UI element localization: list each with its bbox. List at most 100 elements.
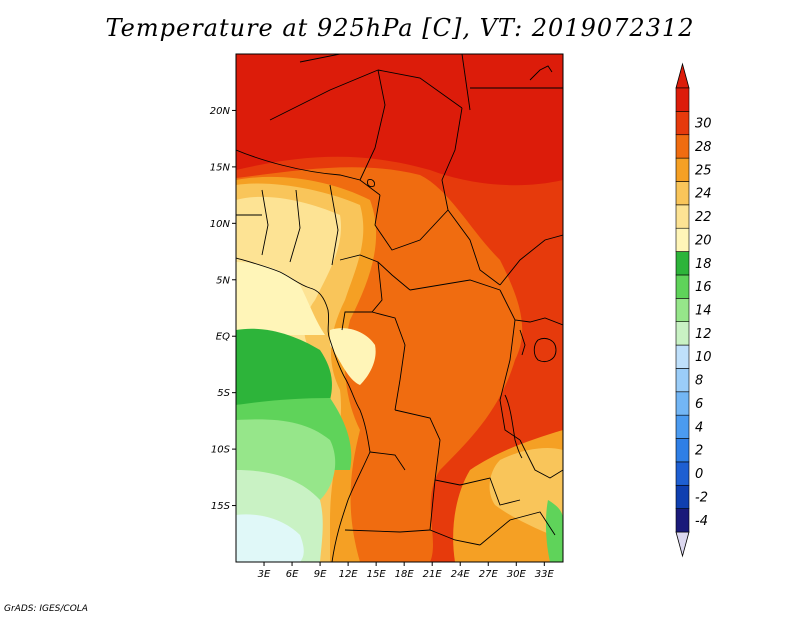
lat-tick-label: 20N	[210, 106, 231, 117]
field-east-hot	[518, 325, 563, 450]
border-sahel-4	[447, 209, 501, 286]
lon-tick-label: 18E	[395, 569, 415, 580]
lake-chad	[367, 179, 375, 188]
lake-tanganyika	[504, 394, 523, 459]
map-title: Temperature at 925hPa [C], VT: 201907231…	[105, 14, 695, 42]
colorbar-swatch	[675, 414, 690, 439]
colorbar-swatch	[675, 251, 690, 276]
field-lightest-yellow-coast	[330, 328, 376, 385]
colorbar-swatch	[675, 391, 690, 416]
field-lightest-yellow	[236, 262, 325, 335]
border-central-9	[519, 439, 563, 479]
field-cyan-pale	[236, 514, 304, 562]
lon-tick-label: 27E	[479, 569, 499, 580]
colorbar-level-label: -2	[695, 490, 708, 505]
border-west-2	[289, 189, 301, 263]
colorbar-level-label: 24	[695, 187, 712, 202]
colorbar-level-label: 20	[695, 233, 712, 248]
lat-tick-label: 10S	[211, 445, 231, 456]
lon-tick-label: 3E	[258, 569, 271, 580]
lon-tick-label: 12E	[339, 569, 359, 580]
border-north-5	[461, 54, 471, 111]
colorbar-swatch	[675, 368, 690, 393]
footer-credit: GrADS: IGES/COLA	[4, 604, 88, 614]
colorbar-swatch	[675, 111, 690, 136]
colorbar-level-label: 12	[695, 327, 712, 342]
lon-tick-label: 30E	[507, 569, 527, 580]
colorbar-level-label: 10	[695, 350, 712, 365]
colorbar-level-label: 16	[695, 280, 712, 295]
colorbar-swatch	[675, 438, 690, 463]
lon-tick-label: 33E	[535, 569, 555, 580]
colorbar-swatch	[675, 181, 690, 206]
border-central-2	[409, 279, 501, 291]
colorbar-swatch	[675, 87, 690, 112]
colorbar-level-label: 25	[695, 163, 712, 178]
colorbar-swatch	[675, 461, 690, 486]
border-central-7	[499, 289, 563, 326]
temperature-field	[236, 54, 563, 562]
border-south-3	[479, 511, 556, 546]
colorbar-level-label: 0	[695, 467, 703, 482]
lake-victoria	[533, 338, 557, 362]
map-frame	[235, 53, 564, 563]
colorbar-swatch	[675, 298, 690, 322]
border-west-3	[329, 184, 339, 266]
border-north-1	[299, 54, 341, 63]
lon-tick-label: 24E	[451, 569, 471, 580]
lat-tick-label: 15S	[211, 501, 231, 512]
border-north-2	[269, 69, 379, 121]
colorbar-level-label: 22	[695, 210, 712, 225]
lat-tick-label: 15N	[210, 162, 231, 173]
lat-tick-label: 10N	[210, 219, 231, 230]
colorbar-swatch	[675, 344, 690, 369]
lake-albert	[519, 329, 526, 356]
colorbar-swatch	[675, 274, 690, 299]
lon-tick-label: 21E	[423, 569, 443, 580]
colorbar-level-label: 30	[695, 117, 712, 132]
field-green-dark	[236, 328, 332, 405]
colorbar-swatch	[675, 134, 690, 159]
lat-tick-label: 5N	[216, 275, 230, 286]
border-sahel-2	[441, 107, 463, 211]
lon-ticks: 3E 6E 9E 12E 15E 18E 21E 24E 27E 30E 33E	[258, 562, 555, 580]
colorbar-swatch	[675, 157, 690, 182]
colorbar-level-label: -4	[695, 514, 708, 529]
red-sea-coast	[529, 65, 553, 81]
border-north-3	[359, 69, 386, 181]
colorbar-over-arrow	[675, 62, 690, 89]
field-green-se	[545, 500, 563, 562]
colorbar-swatch	[675, 227, 690, 252]
colorbar-level-label: 14	[695, 304, 712, 319]
border-sahel-1	[236, 149, 381, 196]
colorbar-level-label: 6	[695, 397, 703, 412]
colorbar-level-label: 28	[695, 140, 712, 155]
border-south-4	[429, 479, 436, 531]
lat-ticks: 20N 15N 10N 5N EQ 5S 10S 15S	[210, 106, 236, 512]
colorbar-swatch	[675, 508, 690, 533]
lon-tick-label: 9E	[314, 569, 327, 580]
colorbar-level-label: 4	[695, 420, 703, 435]
colorbar-swatch	[675, 484, 690, 509]
border-central-8	[499, 319, 521, 441]
border-central-5	[394, 409, 461, 486]
colorbar-under-arrow	[675, 531, 690, 558]
coastline-west	[236, 257, 371, 562]
border-west-1	[261, 189, 269, 256]
lon-tick-label: 6E	[286, 569, 299, 580]
border-sahel-5	[499, 234, 563, 286]
border-central-4	[371, 311, 406, 411]
lon-tick-label: 15E	[367, 569, 387, 580]
border-sahel-3	[374, 194, 449, 251]
colorbar-level-label: 2	[695, 444, 703, 459]
colorbar-level-label: 18	[695, 257, 712, 272]
field-yellow-orange-se	[489, 448, 563, 540]
country-borders	[236, 54, 563, 562]
border-north-4	[377, 69, 463, 109]
colorbar-level-label: 8	[695, 374, 703, 389]
lat-tick-label: EQ	[216, 332, 230, 343]
colorbar-swatch	[675, 321, 690, 346]
border-south-1	[369, 451, 406, 471]
